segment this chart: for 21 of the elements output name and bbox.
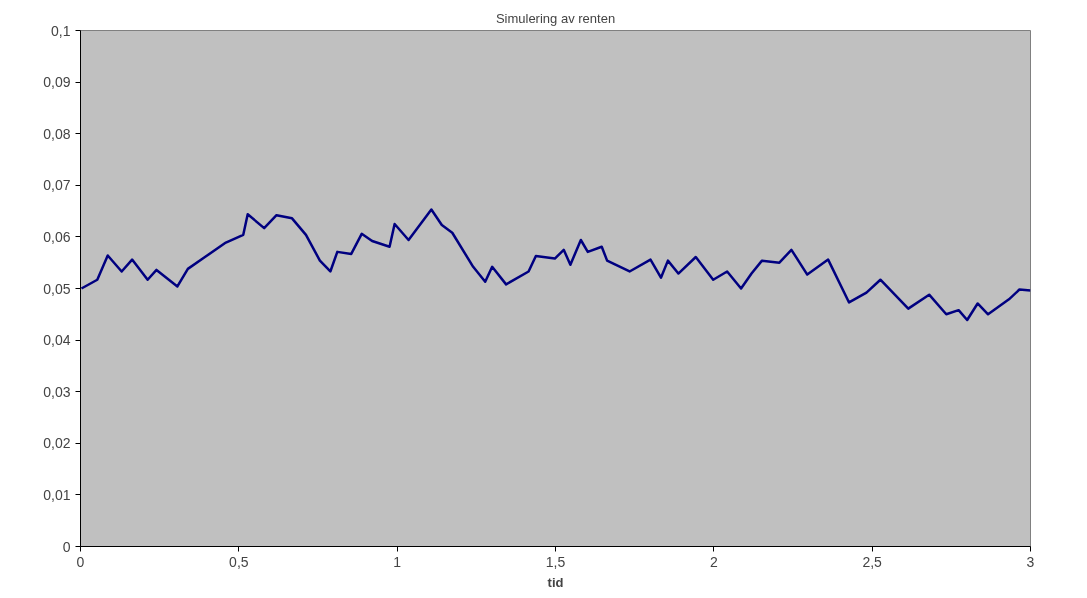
x-tick-label: 0,5 [229,553,249,570]
y-tick-label: 0,04 [43,332,71,349]
y-tick-label: 0,01 [43,486,71,503]
x-tick-label: 2 [709,553,718,570]
x-tick-label: 0 [76,553,85,570]
y-tick-label: 0,05 [43,280,71,297]
x-tick-label: 1 [393,553,402,570]
line-series [80,208,1031,322]
chart-title: Simulering av renten [495,10,616,26]
y-tick-label: 0,08 [43,125,71,142]
y-tick-label: 0,06 [43,228,71,245]
y-tick-label: 0,07 [43,177,71,194]
y-tick-label: 0 [62,538,71,555]
x-axis-title: tid [547,574,564,590]
y-tick-label: 0,03 [43,383,71,400]
y-tick-label: 0,1 [51,22,71,39]
y-tick-label: 0,02 [43,435,71,452]
x-tick-label: 2,5 [862,553,883,570]
x-tick-label: 3 [1026,553,1035,570]
x-tick-label: 1,5 [545,553,566,570]
y-tick-label: 0,09 [43,74,71,91]
